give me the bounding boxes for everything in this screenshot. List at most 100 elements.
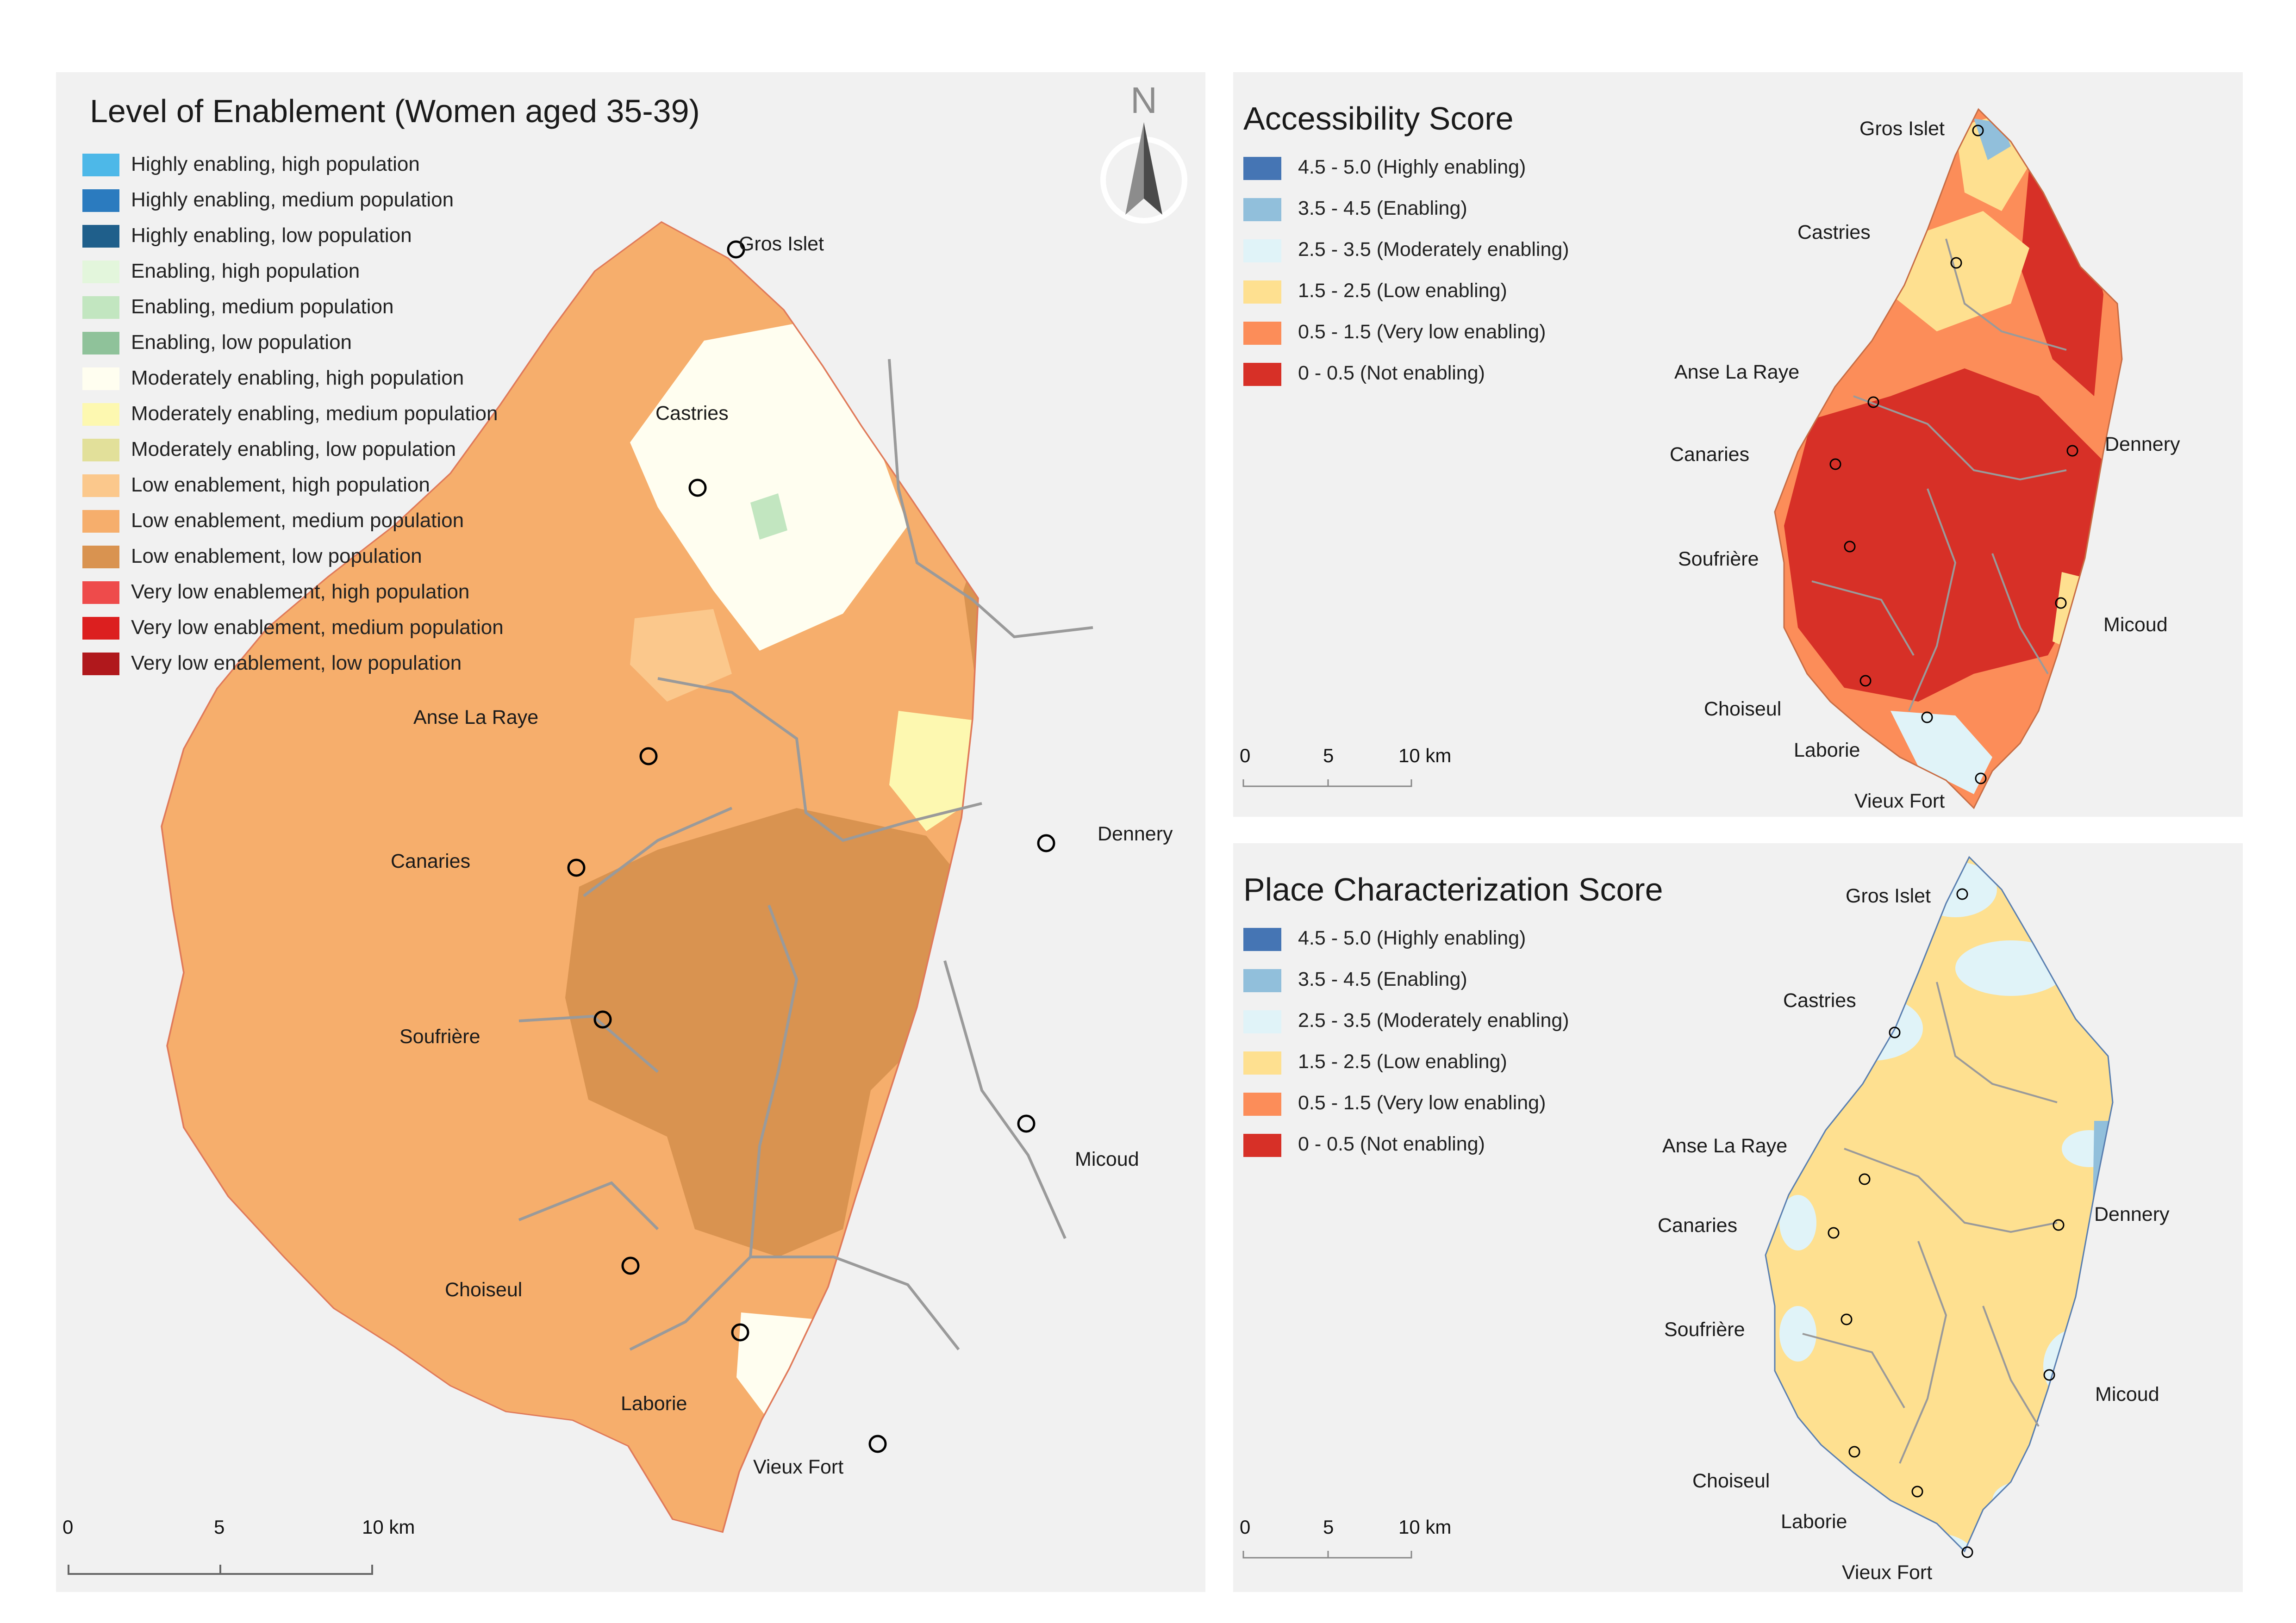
soufriere-marker	[593, 1010, 612, 1029]
legend-label: Very low enablement, low population	[131, 652, 462, 674]
moderately-enabling-area-soufriere	[1779, 1306, 1816, 1362]
accessibility-island	[1775, 109, 2122, 808]
anse-la-raye-marker	[639, 747, 658, 765]
micoud-marker	[2055, 597, 2067, 609]
place-label-laborie: Laborie	[1781, 1511, 1847, 1533]
scale-label-10: 10 km	[1398, 1516, 1452, 1538]
north-arrow-label: N	[1130, 80, 1157, 121]
place-label-soufriere: Soufrière	[399, 1026, 480, 1048]
place-label-anse-la-raye: Anse La Raye	[1674, 361, 1800, 383]
enablement-map	[161, 221, 1093, 1533]
place-town-markers	[1828, 888, 2065, 1558]
legend-label: 0 - 0.5 (Not enabling)	[1298, 362, 1485, 384]
legend-swatch	[82, 653, 119, 675]
dennery-marker	[2066, 445, 2078, 457]
legend-swatch	[82, 510, 119, 533]
choiseul-marker	[621, 1256, 640, 1275]
dennery-marker	[1037, 834, 1055, 852]
legend-swatch	[82, 154, 119, 176]
legend-swatch	[1243, 969, 1281, 992]
legend-label: Low enablement, high population	[131, 473, 430, 496]
low-enablement-low-population-area	[963, 313, 978, 757]
place-district-boundaries	[1802, 982, 2058, 1464]
legend-label: Very low enablement, medium population	[131, 616, 504, 639]
legend-swatch	[82, 261, 119, 283]
scale-label-5: 5	[1323, 1516, 1334, 1538]
soufriere-marker	[1844, 541, 1856, 553]
legend-label: 3.5 - 4.5 (Enabling)	[1298, 197, 1467, 219]
accessibility-map-title: Accessibility Score	[1243, 100, 1514, 137]
choiseul-marker	[1848, 1446, 1860, 1458]
scale-label-5: 5	[214, 1516, 225, 1538]
micoud-marker	[2043, 1369, 2055, 1381]
legend-label: 1.5 - 2.5 (Low enabling)	[1298, 1051, 1507, 1073]
legend-swatch	[1243, 1134, 1281, 1157]
legend-label: Highly enabling, medium population	[131, 188, 454, 211]
enablement-map-panel: Level of Enablement (Women aged 35-39) H…	[56, 72, 1205, 1592]
place-label-choiseul: Choiseul	[445, 1279, 523, 1301]
accessibility-district-boundaries	[1811, 238, 2067, 711]
legend-swatch	[1243, 239, 1281, 262]
place-label-gros-islet: Gros Islet	[1846, 885, 1931, 907]
laborie-marker	[1921, 711, 1933, 723]
place-label-vieux-fort: Vieux Fort	[753, 1456, 844, 1478]
legend-label: 0 - 0.5 (Not enabling)	[1298, 1133, 1485, 1155]
accessibility-map-panel: Accessibility Score 4.5 - 5.0 (Highly en…	[1233, 72, 2243, 817]
legend-swatch	[82, 189, 119, 212]
legend-label: Moderately enabling, medium population	[131, 402, 498, 425]
micoud-marker	[1017, 1114, 1036, 1133]
dennery-marker	[2053, 1219, 2065, 1231]
legend-label: Very low enablement, high population	[131, 580, 470, 603]
legend-swatch	[82, 403, 119, 426]
scale-label-0: 0	[1240, 745, 1251, 766]
place-label-castries: Castries	[1783, 989, 1856, 1012]
legend-swatch	[82, 474, 119, 497]
legend-label: 0.5 - 1.5 (Very low enabling)	[1298, 1092, 1546, 1114]
place-label-dennery: Dennery	[2105, 433, 2180, 455]
place-label-dennery: Dennery	[1098, 823, 1173, 845]
scale-bar: 0 5 10 km	[56, 1516, 426, 1581]
place-label-vieux-fort: Vieux Fort	[1854, 790, 1945, 812]
canaries-marker	[1828, 1227, 1840, 1239]
place-label-micoud: Micoud	[2095, 1383, 2159, 1405]
scale-bar: 0 5 10 km	[1233, 1516, 1465, 1572]
place-label-soufriere: Soufrière	[1678, 548, 1759, 570]
legend-swatch	[82, 332, 119, 354]
legend-swatch	[1243, 1093, 1281, 1116]
place-characterization-map	[1765, 856, 2114, 1558]
scale-label-10: 10 km	[362, 1516, 415, 1538]
legend-swatch	[1243, 157, 1281, 180]
place-characterization-map-panel: Place Characterization Score 4.5 - 5.0 (…	[1233, 843, 2243, 1592]
legend-swatch	[82, 546, 119, 568]
place-label-gros-islet: Gros Islet	[1859, 118, 1945, 140]
moderately-enabling-area-canaries	[1779, 1195, 1816, 1250]
legend-label: 2.5 - 3.5 (Moderately enabling)	[1298, 238, 1569, 261]
legend-swatch	[1243, 1010, 1281, 1033]
place-label-anse-la-raye: Anse La Raye	[1662, 1135, 1788, 1157]
place-label-castries: Castries	[1797, 221, 1871, 243]
place-label-laborie: Laborie	[621, 1393, 687, 1415]
legend-swatch	[1243, 1051, 1281, 1075]
legend-label: Moderately enabling, low population	[131, 438, 456, 460]
legend-label: Enabling, medium population	[131, 295, 394, 318]
enablement-map-title: Level of Enablement (Women aged 35-39)	[90, 93, 700, 129]
laborie-marker	[1911, 1486, 1923, 1498]
moderately-enabling-area-dennery	[2062, 1130, 2113, 1167]
place-characterization-map-title: Place Characterization Score	[1243, 871, 1663, 908]
place-label-vieux-fort: Vieux Fort	[1842, 1561, 1933, 1584]
canaries-marker	[1829, 458, 1841, 470]
legend-label: Low enablement, medium population	[131, 509, 464, 532]
north-arrow-icon: N	[1098, 76, 1190, 224]
place-label-anse-la-raye: Anse La Raye	[413, 706, 539, 728]
legend-swatch	[1243, 198, 1281, 221]
place-label-choiseul: Choiseul	[1704, 698, 1782, 720]
legend-swatch	[1243, 280, 1281, 304]
place-label-choiseul: Choiseul	[1692, 1470, 1770, 1492]
place-label-castries: Castries	[655, 402, 729, 424]
legend-swatch	[82, 296, 119, 319]
laborie-marker	[731, 1323, 749, 1342]
soufriere-marker	[1841, 1313, 1853, 1325]
legend-swatch	[82, 225, 119, 248]
place-label-canaries: Canaries	[391, 850, 471, 872]
scale-label-10: 10 km	[1398, 745, 1452, 766]
